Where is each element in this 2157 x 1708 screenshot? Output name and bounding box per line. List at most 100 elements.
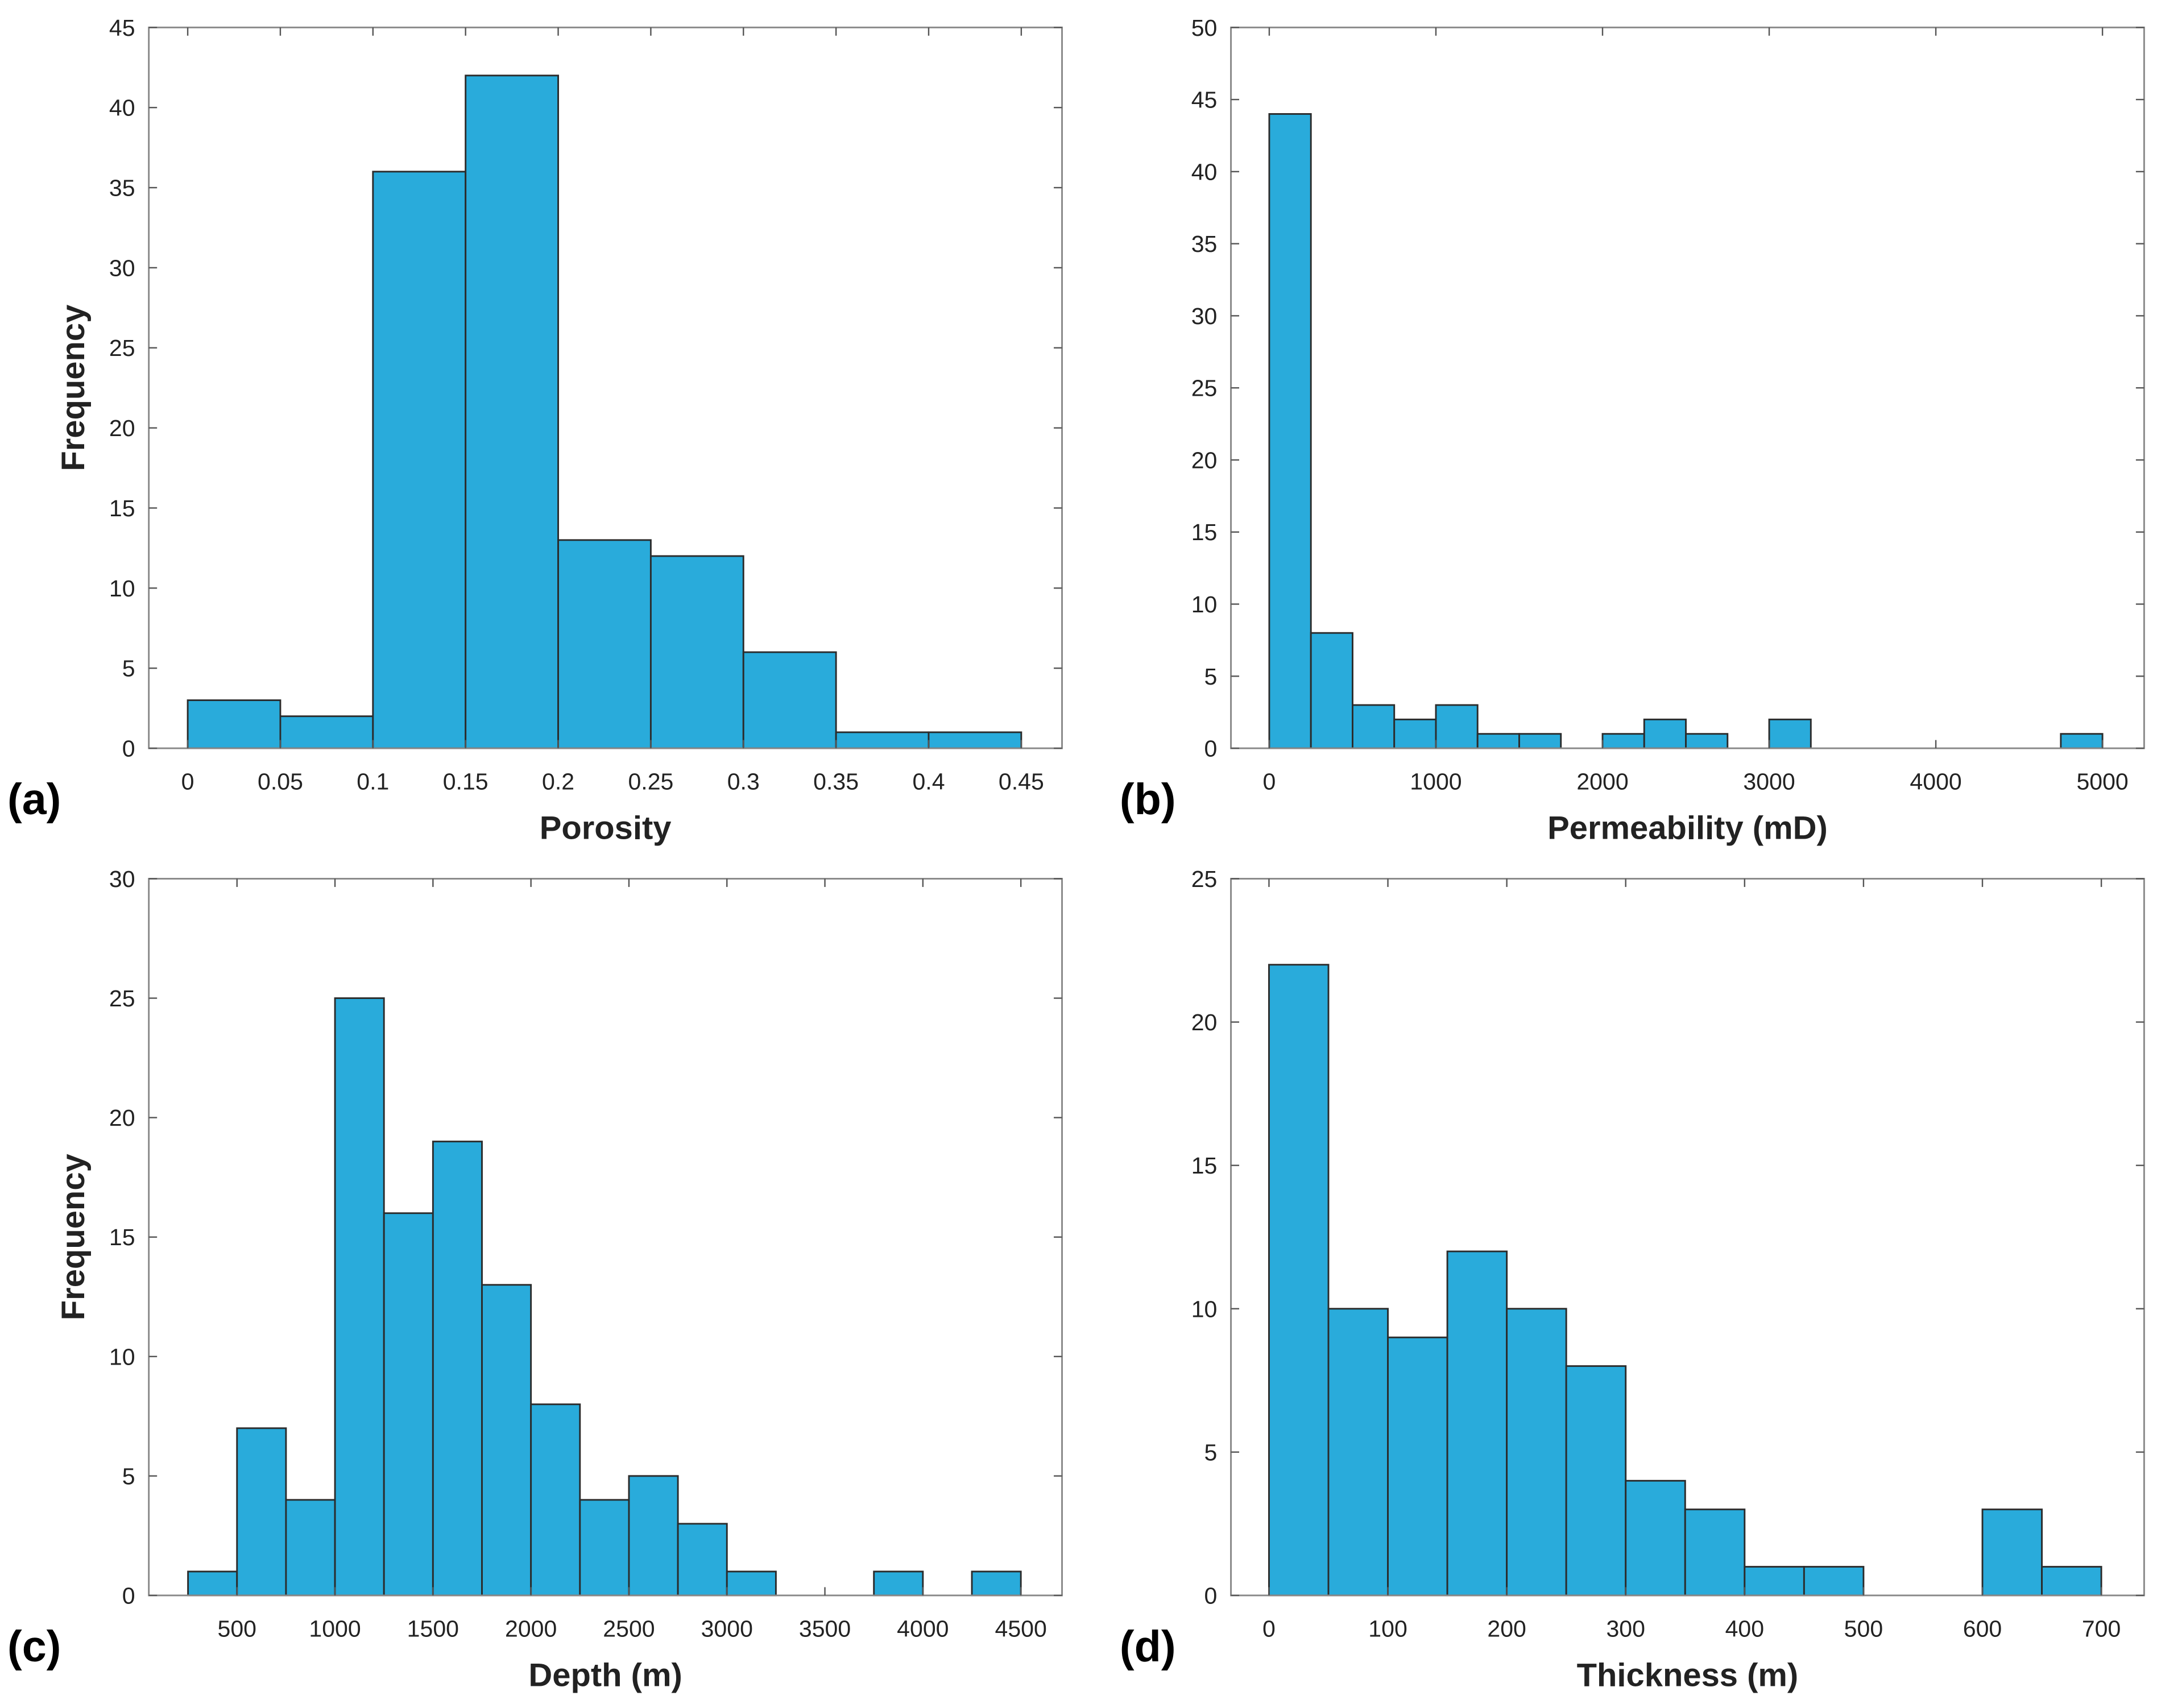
y-tick-label: 40 (1191, 159, 1218, 185)
y-tick-label: 35 (109, 175, 135, 201)
y-tick-label: 35 (1191, 231, 1218, 257)
x-tick-label: 0.35 (813, 769, 859, 795)
bar (1625, 1479, 1686, 1597)
x-tick-label: 5000 (2076, 769, 2128, 795)
y-tick-label: 25 (1191, 375, 1218, 401)
x-tick-label: 500 (1844, 1615, 1883, 1641)
bar (835, 731, 930, 749)
y-tick-label: 30 (1191, 303, 1218, 329)
y-tick-label: 15 (1191, 519, 1218, 545)
x-tick-label: 100 (1368, 1615, 1407, 1641)
y-tick-label: 15 (1191, 1153, 1218, 1179)
y-tick-label: 5 (122, 1463, 135, 1489)
x-tick-label: 300 (1606, 1615, 1645, 1641)
x-tick-label: 1000 (309, 1615, 361, 1641)
bar (742, 651, 837, 749)
x-tick-label: 200 (1487, 1615, 1526, 1641)
bar (236, 1427, 287, 1597)
bar (1268, 964, 1330, 1597)
bar (432, 1141, 483, 1597)
panel-label: (b) (1120, 775, 1176, 824)
y-tick-label: 20 (109, 1105, 135, 1131)
x-axis-label: Porosity (540, 810, 672, 846)
y-tick-label: 50 (1191, 15, 1218, 41)
bar (726, 1570, 777, 1597)
x-axis-label: Depth (m) (528, 1657, 682, 1693)
y-tick-label: 20 (1191, 1009, 1218, 1035)
x-tick-label: 600 (1963, 1615, 2002, 1641)
bar (1685, 733, 1729, 749)
y-tick-label: 45 (1191, 87, 1218, 113)
x-tick-label: 3000 (1743, 769, 1795, 795)
bar (1803, 1566, 1865, 1597)
x-tick-label: 0.3 (727, 769, 760, 795)
x-tick-label: 3000 (701, 1615, 753, 1641)
y-tick-label: 15 (109, 495, 135, 521)
bar (187, 1570, 238, 1597)
bar (1744, 1566, 1805, 1597)
bar (1352, 704, 1396, 749)
x-tick-label: 700 (2082, 1615, 2121, 1641)
x-axis-label: Thickness (m) (1577, 1657, 1799, 1693)
y-tick-label: 5 (1204, 1439, 1218, 1465)
x-tick-label: 2000 (505, 1615, 557, 1641)
bar (1643, 718, 1687, 749)
y-tick-label: 0 (1204, 736, 1218, 762)
y-axis-label: Frequency (55, 305, 92, 471)
bar (557, 539, 652, 749)
x-tick-label: 0.1 (357, 769, 389, 795)
bar (1310, 632, 1353, 749)
bar (873, 1570, 924, 1597)
y-tick-label: 25 (109, 335, 135, 361)
bar (1601, 733, 1645, 749)
y-tick-label: 0 (122, 736, 135, 762)
plot-area (148, 878, 1062, 1595)
x-tick-label: 0.05 (258, 769, 303, 795)
bar (649, 555, 744, 749)
y-tick-label: 5 (1204, 664, 1218, 690)
y-tick-label: 10 (109, 575, 135, 602)
bar (928, 731, 1022, 749)
y-tick-label: 25 (109, 985, 135, 1011)
y-tick-label: 30 (109, 255, 135, 281)
y-tick-label: 10 (1191, 1296, 1218, 1322)
bar (1476, 733, 1520, 749)
x-tick-label: 400 (1725, 1615, 1765, 1641)
bar (465, 74, 559, 749)
x-tick-label: 0 (181, 769, 194, 795)
y-tick-label: 0 (122, 1582, 135, 1608)
bar (383, 1212, 434, 1597)
x-tick-label: 4000 (897, 1615, 949, 1641)
y-tick-label: 20 (109, 415, 135, 441)
bar (1268, 113, 1312, 749)
bar (1518, 733, 1562, 749)
x-tick-label: 0.15 (443, 769, 488, 795)
panel-label: (a) (7, 775, 61, 824)
x-tick-label: 0 (1263, 769, 1276, 795)
plot-area (1231, 27, 2144, 749)
bar (1684, 1508, 1746, 1597)
x-tick-label: 1500 (407, 1615, 459, 1641)
bar (2060, 733, 2104, 749)
bar (334, 997, 385, 1597)
y-axis-label: Frequency (55, 1154, 92, 1320)
y-tick-label: 30 (109, 866, 135, 892)
bar (1506, 1308, 1567, 1597)
panel-label: (c) (7, 1622, 61, 1671)
x-tick-label: 0.2 (542, 769, 574, 795)
bar (1446, 1250, 1508, 1597)
bar (1981, 1508, 2043, 1597)
x-axis-label: Permeability (mD) (1547, 810, 1828, 846)
y-tick-label: 5 (122, 656, 135, 682)
x-tick-label: 0 (1262, 1615, 1276, 1641)
y-tick-label: 10 (1191, 591, 1218, 617)
axes-box (1230, 878, 2145, 1597)
bar (628, 1475, 679, 1597)
bar (1565, 1365, 1627, 1597)
bar (971, 1570, 1022, 1597)
bar (187, 699, 281, 749)
panel-label: (d) (1120, 1622, 1176, 1671)
bar (372, 171, 467, 749)
